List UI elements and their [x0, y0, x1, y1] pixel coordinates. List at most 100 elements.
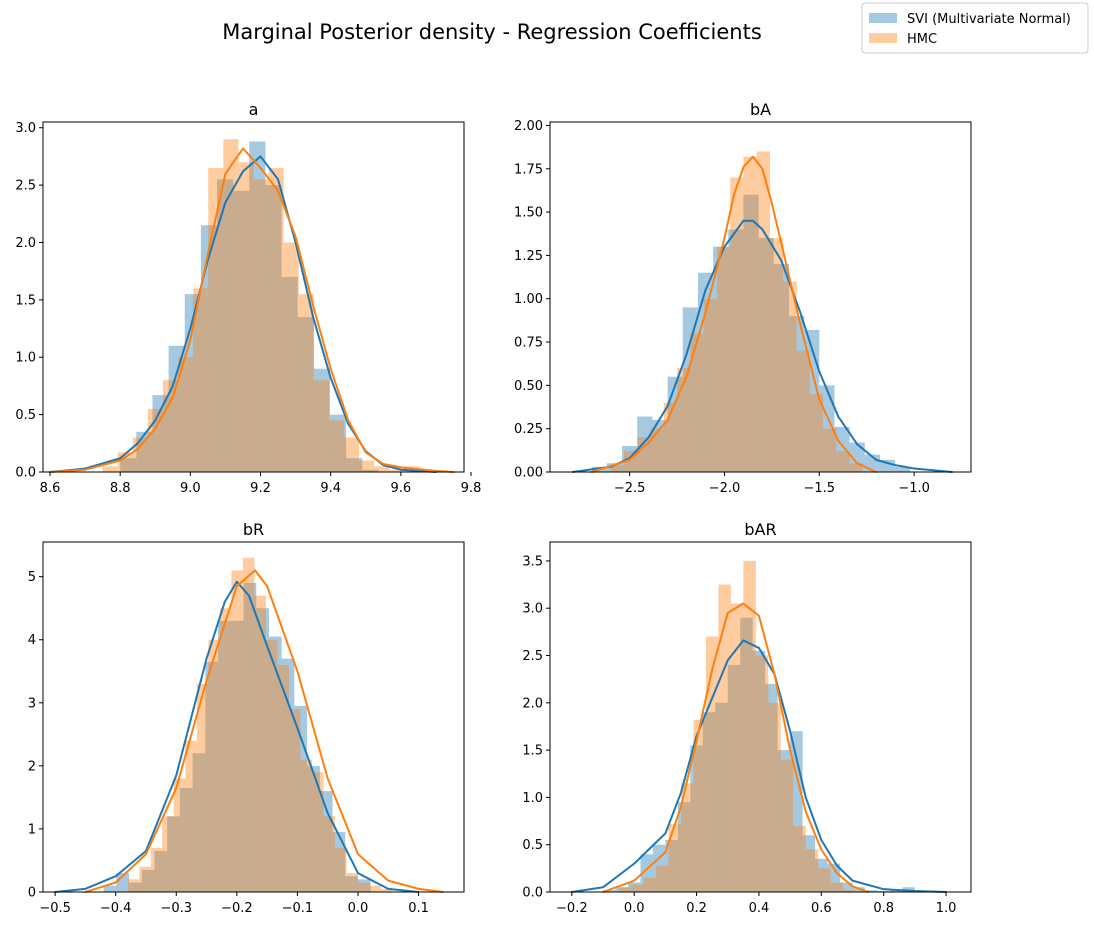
- histogram-bar-svi: [168, 345, 185, 472]
- panel-title: bA: [750, 100, 771, 119]
- y-tick-label: 0.5: [522, 838, 543, 853]
- histogram-bar-hmc: [344, 437, 360, 472]
- histogram-bar-hmc: [643, 877, 657, 892]
- histogram-bar-svi: [864, 890, 878, 892]
- histogram-bar-svi: [230, 620, 244, 892]
- histogram-bar-hmc: [743, 560, 756, 892]
- kde-line-hmc: [84, 569, 444, 893]
- histogram-bar-hmc: [703, 298, 717, 472]
- histogram-bar-hmc: [805, 849, 819, 892]
- y-tick-label: 0.75: [514, 336, 543, 351]
- histogram-bar-hmc: [650, 428, 664, 472]
- histogram-bar-svi: [603, 890, 616, 892]
- y-tick-label: 0.0: [522, 886, 543, 901]
- histogram-bar-hmc: [769, 238, 784, 472]
- histogram-bar-hmc: [618, 887, 632, 892]
- axes-frame: [42, 541, 465, 893]
- histogram-bar-hmc: [311, 772, 324, 892]
- histogram-bar-svi: [329, 414, 347, 472]
- histogram-bar-hmc: [631, 884, 644, 892]
- histogram-bar-svi: [895, 466, 911, 472]
- histogram-bar-hmc: [783, 281, 797, 472]
- histogram-bar-hmc: [132, 437, 148, 472]
- panel-a: a 8.6 8.8 9.0 9.2 9.4 9.6 9.8 0.0 0.5 1.0 1.5 2.0 2.5…: [15, 100, 481, 496]
- y-tick-label: 3.0: [522, 602, 543, 617]
- histogram-bar-svi: [192, 753, 206, 892]
- legend-frame: [861, 2, 1089, 54]
- histogram-bar-svi: [281, 276, 298, 472]
- histogram-bar-hmc: [196, 683, 209, 892]
- axes-frame: [42, 121, 465, 473]
- histogram-bar-svi: [815, 858, 828, 892]
- histogram-bar-svi: [294, 705, 308, 892]
- histogram-bar-svi: [640, 854, 653, 892]
- histogram-hmc: [127, 557, 393, 892]
- histogram-bar-hmc: [323, 816, 335, 892]
- histogram-bar-svi: [179, 787, 193, 892]
- histogram-bar-svi: [834, 426, 850, 472]
- x-tick-label: 8.8: [110, 481, 131, 496]
- histogram-bar-hmc: [139, 866, 151, 892]
- histogram-bar-svi: [627, 882, 641, 892]
- y-tick-label: 5: [28, 570, 36, 585]
- histogram-bar-hmc: [265, 639, 278, 892]
- histogram-bar-hmc: [374, 466, 390, 472]
- histogram-bar-hmc: [768, 702, 781, 892]
- histogram-bar-svi: [677, 802, 691, 892]
- histogram-bar-svi: [218, 620, 231, 892]
- y-tick-label: 1.5: [522, 744, 543, 759]
- histogram-bar-svi: [758, 238, 774, 472]
- x-tick-label: −0.4: [100, 901, 132, 916]
- histogram-bar-hmc: [102, 466, 118, 472]
- histogram-bar-svi: [268, 636, 282, 892]
- histogram-bar-svi: [141, 869, 155, 892]
- x-tick-label: 9.2: [250, 481, 271, 496]
- histogram-bar-svi: [243, 582, 257, 892]
- y-tick-label: 1.5: [15, 293, 36, 308]
- axes-frame: [549, 541, 972, 893]
- y-tick-label: 1.0: [522, 791, 543, 806]
- histogram-bar-svi: [233, 190, 250, 472]
- x-tick-label: 0.6: [811, 901, 832, 916]
- histogram-bar-svi: [690, 745, 703, 892]
- panel-bR: bR −0.5 −0.4 −0.3 −0.2 −0.1 0.0 0.1 0 1 2 3 4 5: [28, 520, 465, 916]
- histogram-bar-hmc: [656, 865, 669, 892]
- kde-line-svi: [54, 580, 420, 893]
- histogram-bar-svi: [362, 469, 379, 472]
- legend-label-hmc: HMC: [907, 32, 937, 47]
- histogram-bar-hmc: [730, 177, 744, 472]
- x-tick-label: 1.0: [936, 901, 957, 916]
- histogram-hmc: [102, 139, 420, 472]
- histogram-bar-hmc: [849, 463, 863, 472]
- kde-line-hmc: [49, 147, 455, 473]
- legend: SVI (Multivariate Normal) HMC: [861, 2, 1089, 54]
- y-tick-label: 2.00: [514, 119, 543, 134]
- histogram-bar-svi: [103, 885, 117, 892]
- histogram-bar-hmc: [253, 179, 269, 472]
- histogram-bar-hmc: [755, 655, 769, 892]
- histogram-bar-svi: [606, 463, 623, 472]
- y-tick-label: 0.5: [15, 408, 36, 423]
- histogram-bar-hmc: [288, 709, 301, 892]
- x-tick-label: 0.0: [624, 901, 645, 916]
- histogram-hmc: [618, 560, 856, 892]
- y-tick-label: 0.0: [15, 466, 36, 481]
- histogram-bar-svi: [200, 225, 218, 472]
- y-tick-label: 1.25: [514, 249, 543, 264]
- histogram-bar-hmc: [389, 469, 405, 472]
- x-tick-label: −1.5: [803, 481, 835, 496]
- histogram-bar-hmc: [690, 333, 704, 472]
- histogram-bar-hmc: [359, 460, 375, 472]
- histogram-bar-svi: [357, 879, 371, 892]
- histogram-bar-svi: [184, 294, 201, 472]
- y-tick-label: 1.50: [514, 206, 543, 221]
- x-tick-label: −0.2: [221, 901, 253, 916]
- x-tick-label: 9.8: [461, 481, 482, 496]
- histogram-bar-svi: [777, 750, 791, 892]
- x-tick-label: 9.0: [180, 481, 201, 496]
- histogram-bar-hmc: [680, 783, 694, 892]
- histogram-bar-svi: [154, 851, 168, 892]
- histogram-bar-svi: [637, 416, 653, 472]
- histogram-bar-svi: [265, 185, 282, 473]
